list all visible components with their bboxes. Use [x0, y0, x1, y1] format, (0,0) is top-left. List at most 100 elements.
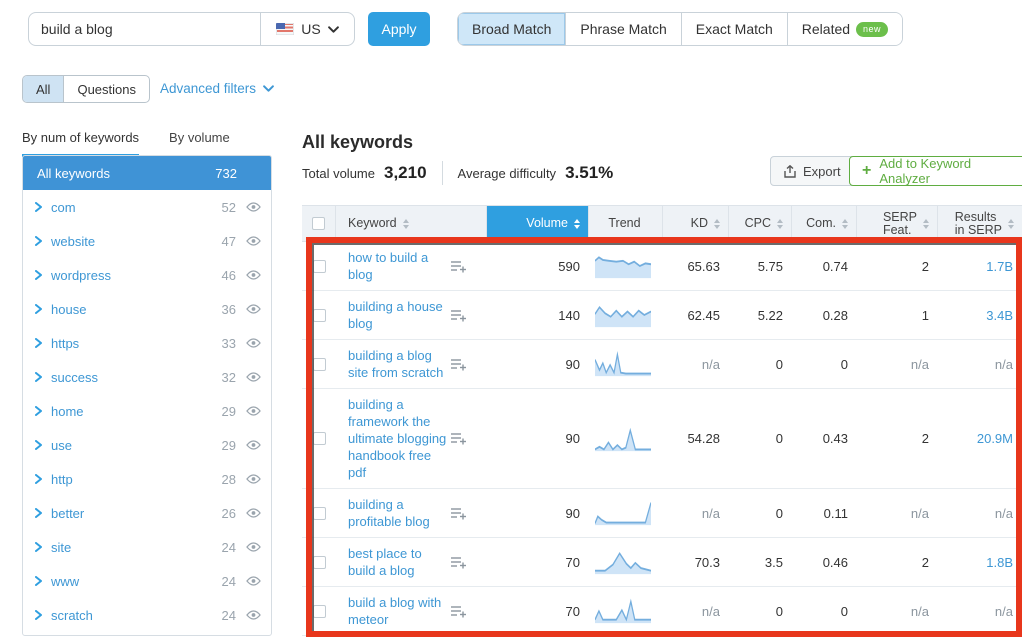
sidebar-item-www[interactable]: www 24	[23, 564, 271, 598]
sidebar-item-all-keywords[interactable]: All keywords 732	[23, 156, 271, 190]
sidebar-item-use[interactable]: use 29	[23, 428, 271, 462]
cell-com: 0.74	[822, 258, 848, 274]
cell-vol: 70	[565, 554, 580, 570]
column-header-keyword[interactable]: Keyword	[336, 206, 487, 241]
country-select[interactable]: US	[260, 13, 354, 45]
tab-all[interactable]: All	[23, 76, 65, 102]
sidebar-item-wordpress[interactable]: wordpress 46	[23, 258, 271, 292]
eye-icon[interactable]	[246, 372, 261, 382]
sort-icon	[1008, 218, 1014, 229]
row-checkbox-cell	[302, 340, 336, 388]
group-count: 47	[221, 233, 236, 249]
cell-vol: 590	[558, 258, 580, 274]
apply-button[interactable]: Apply	[368, 12, 430, 46]
eye-icon[interactable]	[246, 610, 261, 620]
match-tab-exact-match[interactable]: Exact Match	[681, 13, 788, 45]
keyword-link[interactable]: best place to build a blog	[348, 546, 422, 578]
add-to-list-icon[interactable]	[451, 605, 487, 618]
advanced-filters-link[interactable]: Advanced filters	[160, 81, 274, 96]
match-tab-related[interactable]: Related new	[787, 13, 903, 45]
row-checkbox[interactable]	[312, 506, 326, 520]
sidebar-item-house[interactable]: house 36	[23, 292, 271, 326]
eye-icon[interactable]	[246, 508, 261, 518]
add-to-keyword-analyzer-button[interactable]: + Add to Keyword Analyzer	[849, 156, 1022, 186]
chevron-right-icon	[35, 270, 49, 280]
tab-questions[interactable]: Questions	[77, 81, 136, 97]
sidebar-item-com[interactable]: com 52	[23, 190, 271, 224]
export-button[interactable]: Export	[770, 156, 855, 186]
cell-res[interactable]: 20.9M	[976, 431, 1013, 446]
select-all-checkbox[interactable]	[312, 217, 325, 230]
cell-cpc: 0	[775, 431, 783, 446]
group-count: 26	[221, 505, 236, 521]
eye-icon[interactable]	[246, 440, 261, 450]
match-tab-phrase-match[interactable]: Phrase Match	[566, 13, 682, 45]
column-header-cpc[interactable]: CPC	[729, 206, 792, 241]
tab-by-volume[interactable]: By volume	[169, 130, 230, 145]
row-checkbox[interactable]	[312, 308, 326, 322]
sidebar-item-scratch[interactable]: scratch 24	[23, 598, 271, 632]
column-header-results-in-serp[interactable]: Results in SERP	[938, 206, 1022, 241]
row-checkbox[interactable]	[312, 604, 326, 618]
sidebar-item-https[interactable]: https 33	[23, 326, 271, 360]
eye-icon[interactable]	[246, 576, 261, 586]
match-tabs: Broad Match Phrase Match Exact Match Relate…	[457, 12, 904, 46]
chevron-right-icon	[35, 542, 49, 552]
eye-icon[interactable]	[246, 236, 261, 246]
eye-icon[interactable]	[246, 406, 261, 416]
sidebar-item-success[interactable]: success 32	[23, 360, 271, 394]
result-type-toggle: All Questions	[22, 75, 150, 103]
add-to-list-icon[interactable]	[451, 260, 487, 273]
row-checkbox[interactable]	[312, 357, 326, 371]
keyword-cell: building a house blog	[336, 291, 451, 339]
keyword-link[interactable]: how to build a blog	[348, 250, 429, 282]
cell-res[interactable]: 1.8B	[986, 554, 1013, 570]
add-to-list-icon[interactable]	[451, 556, 487, 569]
keyword-link[interactable]: building a house blog	[348, 299, 443, 331]
eye-icon[interactable]	[246, 542, 261, 552]
add-to-list-icon[interactable]	[451, 507, 487, 520]
keyword-cell: building a profitable blog	[336, 489, 451, 537]
column-header-kd[interactable]: KD	[663, 206, 729, 241]
add-to-list-icon[interactable]	[451, 358, 487, 371]
row-checkbox[interactable]	[312, 432, 326, 445]
eye-icon[interactable]	[246, 202, 261, 212]
search-input[interactable]	[29, 13, 260, 45]
tab-by-num-of-keywords[interactable]: By num of keywords	[22, 130, 140, 157]
add-label: Add to Keyword Analyzer	[879, 156, 972, 186]
sidebar-item-website[interactable]: website 47	[23, 224, 271, 258]
cell-kd: n/a	[701, 603, 720, 619]
eye-icon[interactable]	[246, 270, 261, 280]
cell-res[interactable]: 3.4B	[986, 307, 1013, 323]
group-label: wordpress	[51, 267, 111, 283]
group-count: 29	[221, 437, 236, 453]
column-header-com[interactable]: Com.	[792, 206, 857, 241]
table-row: build a blog with meteor 70 n/a 0 0 n/a n/a	[302, 587, 1022, 636]
eye-icon[interactable]	[246, 338, 261, 348]
select-all-checkbox-cell	[302, 206, 336, 241]
row-checkbox[interactable]	[312, 259, 326, 273]
cell-com: 0	[840, 603, 848, 619]
sidebar-item-http[interactable]: http 28	[23, 462, 271, 496]
add-to-list-icon[interactable]	[451, 432, 487, 445]
sidebar-item-home[interactable]: home 29	[23, 394, 271, 428]
eye-icon[interactable]	[246, 304, 261, 314]
keyword-link[interactable]: building a blog site from scratch	[348, 348, 444, 380]
keyword-link[interactable]: building a profitable blog	[348, 497, 430, 529]
add-to-list-icon[interactable]	[451, 309, 487, 322]
keyword-link[interactable]: build a blog with meteor	[348, 595, 442, 627]
cell-kd: 70.3	[694, 554, 720, 570]
group-label: use	[51, 437, 72, 453]
sidebar-item-site[interactable]: site 24	[23, 530, 271, 564]
keyword-link[interactable]: building a framework the ultimate bloggi…	[348, 397, 447, 480]
column-header-volume[interactable]: Volume	[487, 206, 589, 241]
match-tab-broad-match[interactable]: Broad Match	[458, 13, 567, 45]
row-checkbox[interactable]	[312, 555, 326, 569]
sidebar-item-better[interactable]: better 26	[23, 496, 271, 530]
chevron-right-icon	[35, 406, 49, 416]
column-header-serp-feat[interactable]: SERP Feat.	[857, 206, 938, 241]
cell-kd: 65.63	[687, 258, 720, 274]
eye-icon[interactable]	[246, 474, 261, 484]
cell-res[interactable]: 1.7B	[986, 258, 1013, 274]
